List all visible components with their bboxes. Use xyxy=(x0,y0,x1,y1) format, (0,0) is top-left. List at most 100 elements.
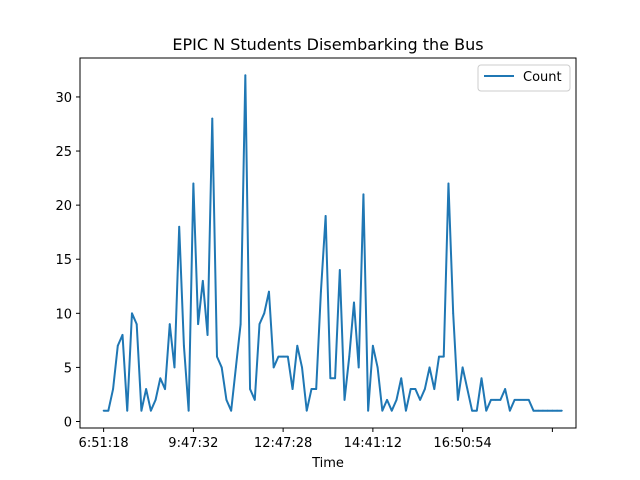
data-point xyxy=(405,409,407,412)
data-point xyxy=(504,388,507,390)
chart-title: EPIC N Students Disembarking the Bus xyxy=(172,35,483,54)
data-point xyxy=(140,409,143,412)
data-point xyxy=(367,409,370,412)
data-point xyxy=(230,409,233,412)
data-point xyxy=(466,388,469,390)
y-tick-label: 25 xyxy=(55,145,72,160)
data-point xyxy=(461,366,464,369)
data-point xyxy=(499,398,502,401)
data-point xyxy=(220,366,223,369)
data-point xyxy=(433,388,436,390)
x-tick-label: 9:47:32 xyxy=(168,436,218,451)
data-point xyxy=(357,366,360,369)
x-tick-label: 14:41:12 xyxy=(344,436,402,451)
data-point xyxy=(442,355,445,358)
legend-box xyxy=(477,64,571,92)
data-point xyxy=(447,182,450,185)
data-point xyxy=(353,301,355,304)
data-point xyxy=(154,398,157,401)
data-point xyxy=(305,409,308,412)
data-point xyxy=(348,355,351,358)
y-tick-label: 5 xyxy=(64,361,72,376)
data-point xyxy=(419,398,422,401)
data-point xyxy=(234,366,237,369)
data-point xyxy=(527,398,530,401)
data-point xyxy=(423,388,426,390)
data-point xyxy=(107,409,110,412)
data-point xyxy=(452,312,455,315)
data-point xyxy=(537,409,540,412)
data-point xyxy=(225,398,228,401)
y-tick-label: 20 xyxy=(55,199,72,214)
data-point xyxy=(249,388,251,390)
data-point xyxy=(551,409,554,412)
data-point xyxy=(480,377,483,380)
data-point xyxy=(494,398,497,401)
data-point xyxy=(102,409,105,412)
y-tick-label: 15 xyxy=(55,253,72,268)
data-point xyxy=(324,215,327,217)
data-point xyxy=(457,398,459,401)
data-point xyxy=(206,334,209,336)
data-point xyxy=(282,355,285,358)
data-point xyxy=(168,323,171,326)
data-point xyxy=(244,74,247,77)
data-point xyxy=(277,355,280,358)
data-point xyxy=(343,398,346,401)
data-point xyxy=(409,388,412,390)
data-point xyxy=(112,388,114,390)
data-point xyxy=(131,312,133,315)
x-axis-label: Time xyxy=(311,456,344,471)
data-point xyxy=(400,377,403,380)
data-point xyxy=(197,323,200,326)
data-point xyxy=(121,334,124,336)
data-point xyxy=(560,409,563,412)
y-tick-label: 10 xyxy=(55,307,72,322)
data-point xyxy=(428,366,431,369)
data-point xyxy=(201,279,204,282)
data-point xyxy=(320,290,322,293)
data-point xyxy=(362,193,365,196)
data-point xyxy=(296,344,299,347)
data-point xyxy=(216,355,218,358)
data-point xyxy=(187,409,190,412)
data-point xyxy=(272,366,275,369)
data-point xyxy=(159,377,162,380)
data-point xyxy=(145,388,148,390)
data-point xyxy=(438,355,440,358)
data-point xyxy=(475,409,478,412)
data-point xyxy=(546,409,549,412)
data-point xyxy=(485,409,488,412)
data-point xyxy=(239,323,242,326)
data-point xyxy=(315,388,318,390)
data-point xyxy=(334,377,336,380)
data-point xyxy=(268,290,270,293)
data-point xyxy=(173,366,176,369)
data-point xyxy=(376,366,379,369)
data-point xyxy=(149,409,152,412)
data-point xyxy=(371,344,374,347)
data-point xyxy=(390,409,393,412)
data-point xyxy=(211,117,214,120)
x-tick-label: 6:51:18 xyxy=(79,436,129,451)
data-point xyxy=(291,388,294,390)
data-point xyxy=(253,398,256,401)
y-tick-label: 0 xyxy=(64,416,72,431)
data-point xyxy=(183,344,185,347)
x-tick-label: 16:50:54 xyxy=(433,436,491,451)
data-point xyxy=(395,398,398,401)
data-point xyxy=(532,409,535,412)
data-point xyxy=(329,377,332,380)
data-point xyxy=(126,409,129,412)
data-point xyxy=(523,398,525,401)
data-point xyxy=(513,398,516,401)
data-point xyxy=(414,388,417,390)
plot-frame xyxy=(79,57,577,429)
data-point xyxy=(258,323,261,326)
data-point xyxy=(338,269,341,271)
data-point xyxy=(490,398,492,401)
data-point xyxy=(508,409,511,412)
data-point xyxy=(263,312,266,315)
data-point xyxy=(135,323,138,326)
